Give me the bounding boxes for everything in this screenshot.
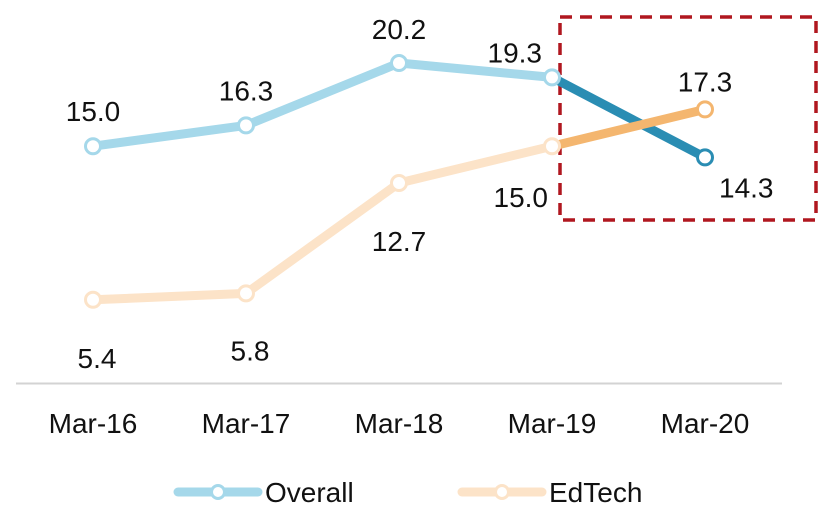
legend-marker-edtech <box>494 484 510 500</box>
point-edtech-mar-20 <box>696 100 714 119</box>
x-tick-label-mar-18: Mar-18 <box>355 408 444 439</box>
legend-label-edtech: EdTech <box>549 477 642 508</box>
legend-marker-overall <box>210 484 226 500</box>
data-label-edtech-mar-16: 5.4 <box>78 343 117 374</box>
point-overall-mar-16 <box>84 137 102 156</box>
highlight-layer <box>558 15 818 222</box>
x-tick-label-mar-17: Mar-17 <box>202 408 291 439</box>
series-highlight-segment-overall <box>547 72 710 162</box>
x-tick-label-mar-20: Mar-20 <box>661 408 750 439</box>
point-overall-mar-18 <box>390 54 408 72</box>
series-highlight-segment-edtech <box>547 104 710 151</box>
data-label-overall-mar-20: 14.3 <box>719 172 774 203</box>
point-overall-mar-19 <box>543 68 561 87</box>
point-overall-mar-20 <box>696 148 714 167</box>
data-label-overall-mar-18: 20.2 <box>372 14 427 45</box>
data-label-edtech-mar-17: 5.8 <box>231 335 270 366</box>
point-edtech-mar-19 <box>543 137 561 156</box>
data-label-edtech-mar-19: 15.0 <box>494 182 549 213</box>
legend: Overall EdTech <box>173 477 642 508</box>
series-lines <box>84 54 714 309</box>
data-label-overall-mar-19: 19.3 <box>488 37 543 68</box>
point-edtech-mar-17 <box>237 284 255 303</box>
point-overall-mar-17 <box>237 116 255 135</box>
series-line-edtech <box>88 141 557 305</box>
point-edtech-mar-16 <box>84 290 102 309</box>
data-label-edtech-mar-18: 12.7 <box>372 226 427 257</box>
x-axis: Mar-16 Mar-17 Mar-18 Mar-19 Mar-20 <box>16 382 782 439</box>
point-edtech-mar-18 <box>390 174 408 192</box>
series-line-overall <box>88 58 557 151</box>
data-label-overall-mar-16: 15.0 <box>66 96 121 127</box>
data-label-overall-mar-17: 16.3 <box>219 75 274 106</box>
data-label-edtech-mar-20: 17.3 <box>678 66 733 97</box>
x-tick-label-mar-19: Mar-19 <box>508 408 597 439</box>
highlight-box <box>558 15 818 222</box>
data-labels: 15.0 16.3 20.2 19.3 14.3 5.4 5.8 12.7 15.0 17.3 <box>66 14 774 374</box>
x-tick-label-mar-16: Mar-16 <box>49 408 138 439</box>
legend-label-overall: Overall <box>265 477 354 508</box>
